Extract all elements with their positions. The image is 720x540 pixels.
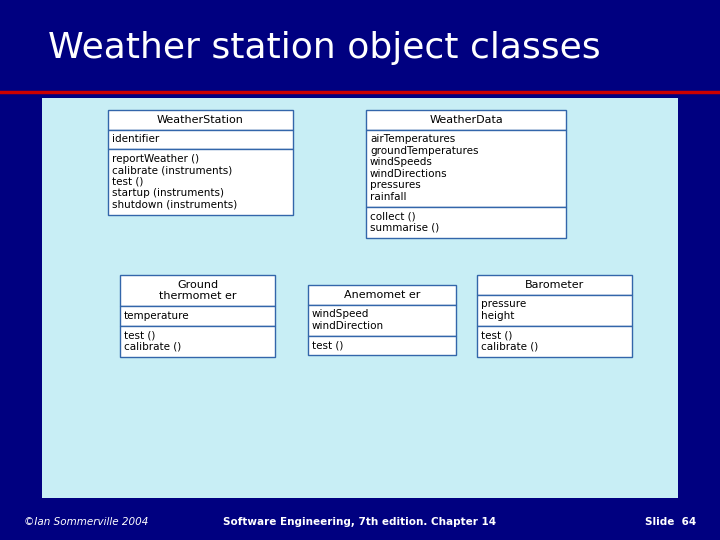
Text: calibrate (): calibrate () xyxy=(481,342,539,352)
Bar xyxy=(477,326,632,356)
Text: groundTemperatures: groundTemperatures xyxy=(370,146,479,156)
Text: summarise (): summarise () xyxy=(370,222,439,233)
Text: collect (): collect () xyxy=(370,211,415,221)
Bar xyxy=(108,149,293,214)
Text: startup (instruments): startup (instruments) xyxy=(112,188,224,198)
Bar xyxy=(108,110,293,130)
Text: reportWeather (): reportWeather () xyxy=(112,154,199,164)
Text: Anemomet er: Anemomet er xyxy=(344,290,420,300)
Text: WeatherData: WeatherData xyxy=(429,115,503,125)
Bar xyxy=(308,305,456,335)
Text: test (): test () xyxy=(124,330,156,340)
Text: temperature: temperature xyxy=(124,310,189,321)
Text: WeatherStation: WeatherStation xyxy=(157,115,244,125)
Text: windSpeed: windSpeed xyxy=(312,309,369,319)
Bar xyxy=(120,306,275,326)
Text: calibrate (instruments): calibrate (instruments) xyxy=(112,165,233,176)
Bar xyxy=(477,294,632,326)
Text: Ground
thermomet er: Ground thermomet er xyxy=(158,280,236,301)
Text: airTemperatures: airTemperatures xyxy=(370,134,455,144)
Bar xyxy=(308,335,456,355)
Text: shutdown (instruments): shutdown (instruments) xyxy=(112,200,238,210)
Text: pressures: pressures xyxy=(370,180,420,190)
Bar xyxy=(366,110,566,130)
Text: Weather station object classes: Weather station object classes xyxy=(48,31,600,65)
Text: Slide  64: Slide 64 xyxy=(644,517,696,527)
Bar xyxy=(108,130,293,149)
Text: windDirections: windDirections xyxy=(370,168,448,179)
Text: test (): test () xyxy=(112,177,143,187)
Text: test (): test () xyxy=(481,330,513,340)
Text: identifier: identifier xyxy=(112,134,159,144)
Bar xyxy=(120,326,275,356)
Text: Software Engineering, 7th edition. Chapter 14: Software Engineering, 7th edition. Chapt… xyxy=(223,517,497,527)
Bar xyxy=(0,0,720,90)
Text: windDirection: windDirection xyxy=(312,321,384,330)
Text: ©Ian Sommerville 2004: ©Ian Sommerville 2004 xyxy=(24,517,148,527)
Text: calibrate (): calibrate () xyxy=(124,342,181,352)
Text: pressure: pressure xyxy=(481,299,526,309)
Text: Barometer: Barometer xyxy=(525,280,584,290)
Bar xyxy=(366,130,566,206)
Text: test (): test () xyxy=(312,340,343,350)
Text: rainfall: rainfall xyxy=(370,192,407,202)
Bar xyxy=(42,98,678,498)
Bar xyxy=(366,206,566,238)
Text: height: height xyxy=(481,310,514,321)
Bar xyxy=(477,275,632,294)
Bar xyxy=(308,285,456,305)
Bar xyxy=(120,275,275,306)
Text: windSpeeds: windSpeeds xyxy=(370,157,433,167)
